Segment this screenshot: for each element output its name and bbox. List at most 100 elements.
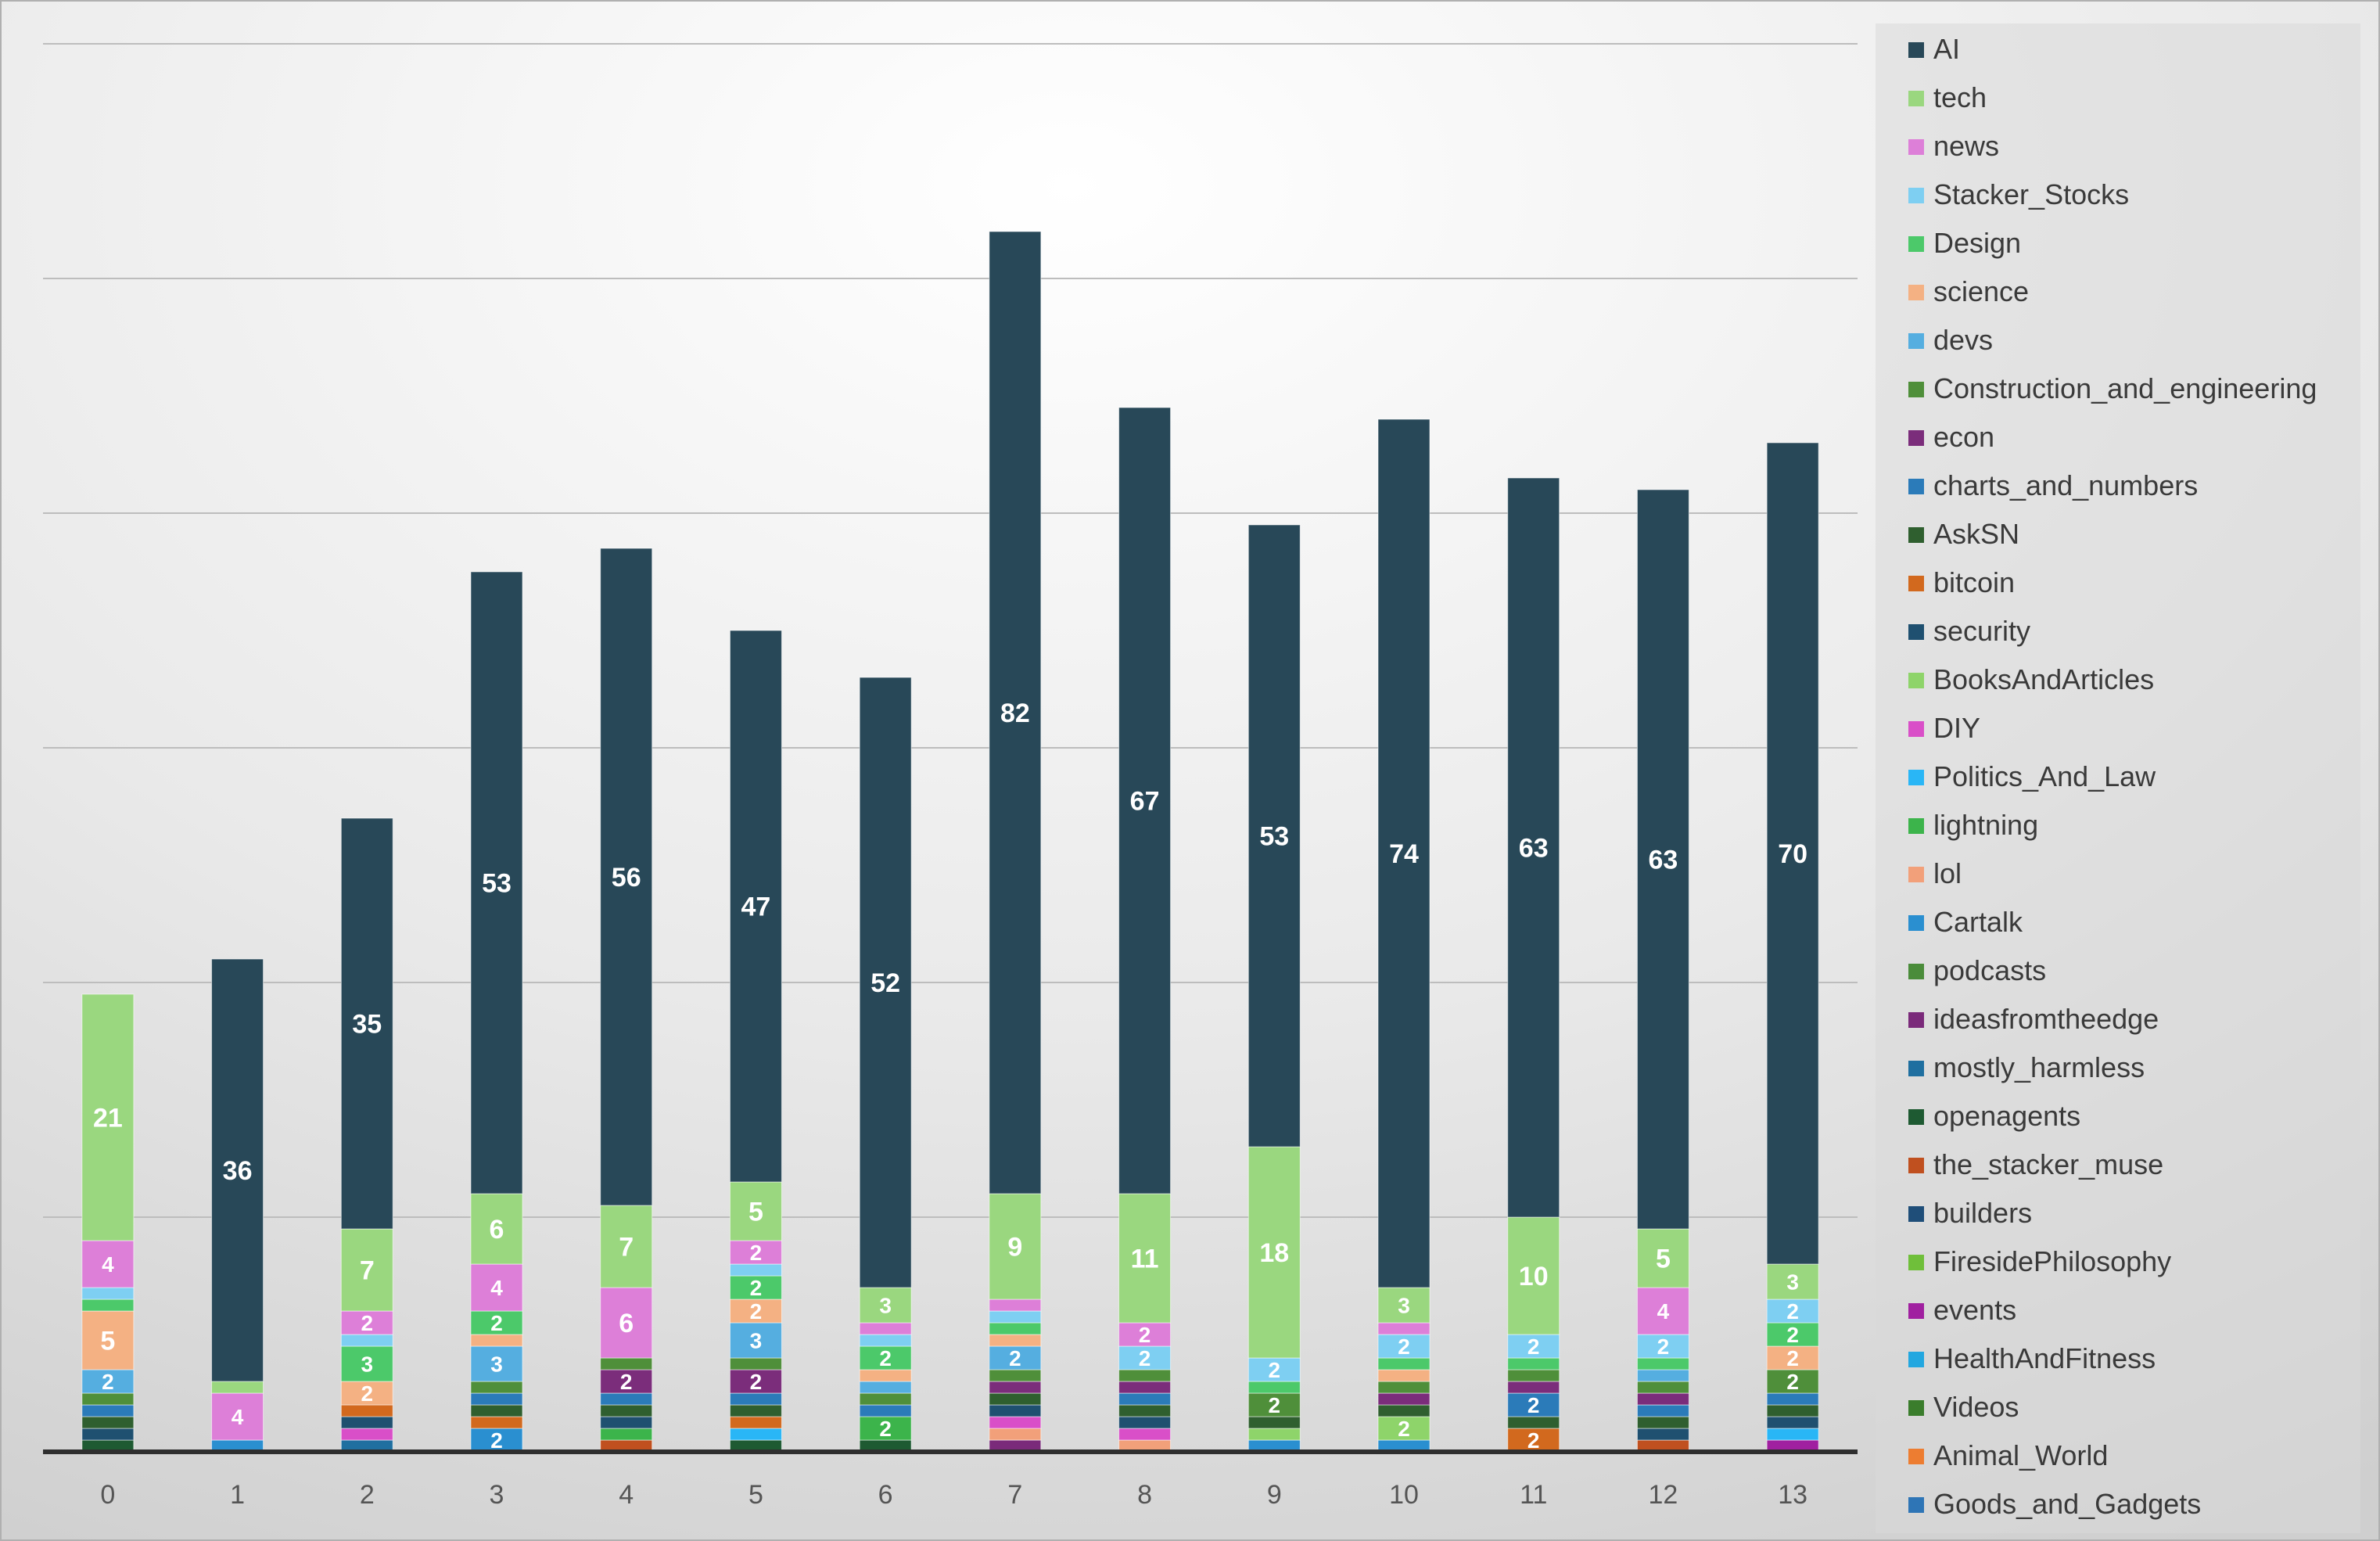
bar-segment-tech-2 [340,1228,393,1312]
bar-group-2: 2 3 2 7 35 [340,817,393,1453]
bar-segment-news-3 [470,1263,523,1312]
bar-group-12: 2 4 5 63 [1636,489,1689,1453]
data-label-Stacker_Stocks-10: 2 [1398,1334,1410,1359]
legend-label-Animal_World: Animal_World [1933,1439,2108,1471]
data-label-tech-0: 21 [93,1104,123,1133]
data-label-tech-3: 6 [490,1215,504,1245]
bar-segment-security-4 [600,1416,653,1429]
bar-segment-tech-1 [211,1381,264,1394]
bar-segment-AskSN-8 [1118,1404,1172,1417]
legend-swatch-ideasfromtheedge [1908,1012,1924,1028]
data-label-tech-8: 11 [1131,1245,1159,1274]
data-label-science-13: 2 [1786,1346,1799,1370]
bar-segment-BooksAndArticles-10 [1377,1416,1431,1441]
data-label-AI-4: 56 [612,863,641,893]
bar-group-11: 2 2 2 10 63 [1507,477,1560,1453]
legend-label-Construction_and_engineering: Construction_and_engineering [1933,372,2317,404]
bar-segment-Design-13 [1766,1322,1819,1347]
legend-item-security: security [1908,615,2030,647]
bar-segment-DIY-7 [989,1416,1042,1429]
legend-swatch-mostly_harmless [1908,1061,1924,1076]
legend-swatch-Design [1908,236,1924,252]
legend-swatch-Goods_and_Gadgets [1908,1497,1924,1513]
data-label-news-2: 2 [361,1311,373,1335]
x-tick-label-12: 12 [1649,1480,1678,1510]
bar-segment-Stacker_Stocks-5 [729,1263,782,1277]
bar-segment-news-10 [1377,1322,1431,1335]
legend-label-Videos: Videos [1933,1391,2019,1423]
legend-item-news: news [1908,130,1999,162]
bars: 2542143623273523246532675623222547223522… [81,231,1819,1453]
legend-item-lightning: lightning [1908,809,2038,841]
legend-swatch-security [1908,624,1924,640]
data-label-lightning-6: 2 [879,1417,892,1441]
bar-segment-AskSN-7 [989,1392,1042,1406]
bar-segment-bitcoin-5 [729,1416,782,1429]
data-label-Stacker_Stocks-12: 2 [1657,1334,1670,1359]
data-label-AI-9: 53 [1259,822,1289,852]
data-label-tech-2: 7 [360,1256,375,1286]
x-tick-label-11: 11 [1520,1480,1547,1510]
bar-segment-lol-7 [989,1428,1042,1441]
legend-item-DIY: DIY [1908,712,1980,744]
bar-segment-Design-6 [859,1345,912,1370]
data-label-science-0: 5 [100,1327,115,1356]
legend-item-econ: econ [1908,421,1994,453]
legend-item-Goods_and_Gadgets: Goods_and_Gadgets [1908,1488,2201,1520]
bar-segment-AI-2 [340,817,393,1230]
legend-label-Stacker_Stocks: Stacker_Stocks [1933,178,2129,210]
bar-segment-devs-0 [81,1369,135,1394]
bar-segment-Stacker_Stocks-12 [1636,1334,1689,1359]
bar-segment-econ-7 [989,1381,1042,1394]
legend-swatch-lol [1908,867,1924,882]
bar-segment-econ-8 [1118,1381,1172,1394]
data-label-devs-7: 2 [1009,1346,1021,1370]
data-label-tech-9: 18 [1259,1238,1289,1268]
data-label-Stacker_Stocks-11: 2 [1527,1334,1540,1359]
bar-segment-AI-10 [1377,418,1431,1288]
bar-segment-lightning-6 [859,1416,912,1441]
legend-label-news: news [1933,130,1999,162]
bar-group-8: 22 11 67 [1118,407,1172,1453]
bar-segment-Stacker_Stocks-11 [1507,1334,1560,1359]
bar-segment-lightning-4 [600,1428,653,1441]
bar-group-9: 2 2 18 53 [1247,524,1301,1453]
bar-segment-Politics_And_Law-5 [729,1428,782,1441]
legend-label-openagents: openagents [1933,1100,2080,1132]
data-label-Cartalk-3: 2 [490,1428,503,1453]
data-label-devs-3: 3 [490,1352,503,1377]
bar-segment-devs-5 [729,1322,782,1359]
bar-segment-DIY-2 [340,1428,393,1441]
legend-label-mostly_harmless: mostly_harmless [1933,1051,2145,1083]
bar-segment-tech-0 [81,993,135,1241]
legend-label-science: science [1933,275,2029,307]
bar-segment-devs-6 [859,1381,912,1394]
x-tick-label-4: 4 [619,1480,634,1510]
legend-swatch-DIY [1908,721,1924,737]
bar-segment-tech-5 [729,1181,782,1241]
bar-segment-tech-8 [1118,1193,1172,1324]
bar-segment-bitcoin-2 [340,1404,393,1417]
bar-group-1: 4 36 [211,958,264,1453]
data-label-Design-3: 2 [490,1311,503,1335]
legend-swatch-builders [1908,1206,1924,1222]
bar-segment-AI-4 [600,548,653,1206]
legend-item-Videos: Videos [1908,1391,2019,1423]
bar-segment-tech-4 [600,1205,653,1288]
bar-segment-Design-9 [1247,1381,1301,1394]
data-label-AI-1: 36 [223,1156,253,1186]
bar-group-3: 2 3 2 4 6 53 [470,571,523,1453]
bar-segment-security-0 [81,1428,135,1441]
bar-segment-Construction_and_engineering-7 [989,1369,1042,1382]
bar-segment-AskSN-11 [1507,1416,1560,1429]
legend-label-FiresidePhilosophy: FiresidePhilosophy [1933,1245,2171,1277]
bar-segment-tech-13 [1766,1263,1819,1300]
bar-segment-AskSN-9 [1247,1416,1301,1429]
data-label-AI-11: 63 [1519,834,1549,864]
bar-segment-AI-12 [1636,489,1689,1230]
legend-swatch-econ [1908,430,1924,446]
x-tick-label-2: 2 [360,1480,375,1510]
bar-segment-charts_and_numbers-6 [859,1404,912,1417]
